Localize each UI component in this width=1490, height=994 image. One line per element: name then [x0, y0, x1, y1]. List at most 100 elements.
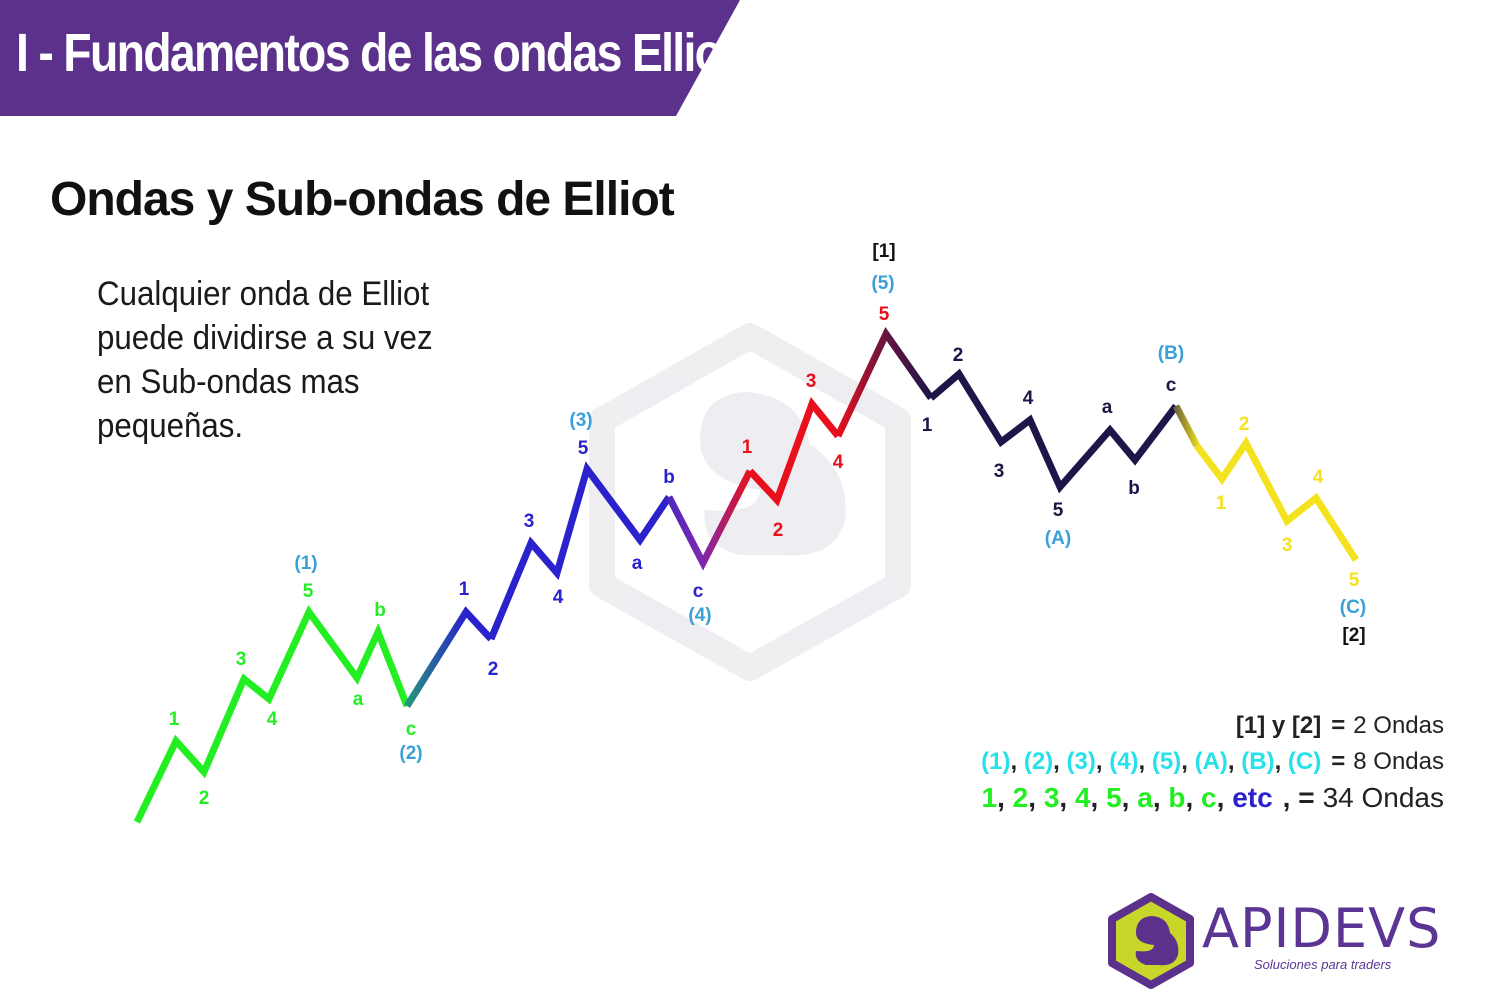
- wave-label: 3: [1282, 535, 1293, 556]
- summary-minor-item: 3: [1043, 782, 1060, 813]
- page-title: I - Fundamentos de las ondas Elliot: [16, 23, 737, 83]
- summary-minor-item: c: [1201, 782, 1217, 813]
- section-subtitle: Ondas y Sub-ondas de Elliot: [50, 173, 675, 226]
- wave-label: (A): [1045, 528, 1071, 549]
- wave-label: c: [406, 719, 417, 740]
- wave-label: 1: [1216, 493, 1227, 514]
- summary-separator: ,: [1090, 782, 1107, 813]
- summary-intermediate-item: (3): [1066, 748, 1096, 775]
- wave-label: 3: [236, 649, 247, 670]
- wave-3-segment: [487, 461, 672, 641]
- wave-label: 1: [169, 709, 180, 730]
- wave-label: 2: [199, 788, 210, 809]
- summary-separator: ,: [1227, 748, 1242, 775]
- wave-count-summary: [1] y [2] = 2 Ondas (1), (2), (3), (4), (5…: [981, 708, 1444, 816]
- summary-separator: ,: [997, 782, 1013, 813]
- wave-label: 4: [1023, 388, 1034, 409]
- wave-label: 2: [1239, 414, 1250, 435]
- summary-separator: ,: [1095, 748, 1110, 775]
- wave-label: 4: [833, 452, 844, 473]
- summary-intermediate-item: (A): [1194, 748, 1228, 775]
- summary-separator: ,: [1185, 782, 1202, 813]
- wave-label: a: [1102, 397, 1113, 418]
- summary-separator: ,: [1053, 748, 1067, 775]
- summary-equals: =: [1331, 748, 1346, 775]
- wave-label: 2: [773, 520, 784, 541]
- summary-intermediate-item: (C): [1287, 748, 1322, 775]
- wave-C-segment: [1194, 436, 1359, 562]
- summary-separator: ,: [1059, 782, 1075, 813]
- summary-minor-item: etc: [1232, 782, 1273, 813]
- banner-shape: [0, 0, 740, 116]
- summary-minor-item: b: [1168, 782, 1186, 813]
- wave-label: (C): [1340, 597, 1366, 618]
- summary-separator: ,: [1181, 748, 1195, 775]
- wave-5-segment: [747, 397, 841, 507]
- wave-label: c: [1166, 375, 1177, 396]
- summary-row-minor: 1, 2, 3, 4, 5, a, b, c, etc , = 34 Ondas: [981, 780, 1444, 816]
- summary-intermediate-item: (2): [1023, 748, 1054, 775]
- summary-minor-item: 5: [1106, 782, 1122, 813]
- summary-row-major: [1] y [2] = 2 Ondas: [981, 708, 1444, 744]
- wave-label: b: [374, 600, 386, 621]
- wave-4-segment: [665, 469, 754, 571]
- wave-1-segment: [133, 605, 411, 824]
- summary-intermediate-total: 8 Ondas: [1353, 748, 1444, 775]
- wave-label: 1: [459, 579, 470, 600]
- wave-label: (1): [294, 553, 317, 574]
- wave-label: b: [1128, 478, 1140, 499]
- wave-label: 1: [922, 415, 933, 436]
- wave-label: a: [353, 689, 364, 710]
- logo-tagline: Soluciones para traders: [1254, 957, 1392, 972]
- wave-label: 2: [488, 659, 499, 680]
- summary-major-label: [1] y [2]: [1235, 712, 1322, 739]
- summary-separator: ,: [1152, 782, 1169, 813]
- summary-minor-item: 4: [1074, 782, 1091, 813]
- summary-minor-total: 34 Ondas: [1322, 782, 1444, 813]
- header-banner: I - Fundamentos de las ondas Elliot: [0, 0, 740, 116]
- wave-5-to-A-transition: [834, 327, 934, 438]
- summary-row-intermediate: (1), (2), (3), (4), (5), (A), (B), (C) = 8…: [981, 744, 1444, 780]
- summary-major-total: 2 Ondas: [1353, 712, 1444, 739]
- wave-label: 4: [267, 709, 278, 730]
- wave-label: b: [663, 467, 675, 488]
- wave-label: 5: [879, 304, 890, 325]
- summary-intermediate-item: (1): [981, 748, 1011, 775]
- summary-separator: ,: [1216, 782, 1233, 813]
- wave-label: 3: [806, 371, 817, 392]
- wave-label: (4): [688, 605, 711, 626]
- wave-label: 4: [1313, 467, 1324, 488]
- wave-label: 3: [524, 511, 535, 532]
- summary-minor-item: 1: [981, 782, 998, 813]
- wave-label: 3: [994, 461, 1005, 482]
- description-text: Cualquier onda de Elliot puede dividirse…: [97, 275, 433, 445]
- wave-label: (B): [1158, 343, 1184, 364]
- wave-label: 5: [578, 438, 589, 459]
- wave-A-B-segment: [928, 368, 1179, 494]
- wave-label: [2]: [1342, 625, 1365, 646]
- summary-separator: ,: [1121, 782, 1138, 813]
- wave-label: (2): [399, 743, 422, 764]
- summary-intermediate-item: (4): [1109, 748, 1139, 775]
- wave-label: 2: [953, 345, 964, 366]
- summary-equals: , =: [1282, 782, 1315, 813]
- wave-label: [1]: [872, 241, 895, 262]
- wave-label: c: [693, 581, 704, 602]
- summary-minor-item: a: [1137, 782, 1153, 813]
- summary-intermediate-item: (5): [1151, 748, 1182, 775]
- summary-minor-item: 2: [1012, 782, 1029, 813]
- summary-separator: ,: [1028, 782, 1044, 813]
- wave-label: a: [632, 553, 643, 574]
- apidevs-logo: APIDEVS Soluciones para traders: [1106, 893, 1486, 989]
- wave-2-to-3-transition: [404, 606, 494, 708]
- summary-intermediate-item: (B): [1241, 748, 1275, 775]
- wave-label: 5: [1053, 500, 1064, 521]
- wave-B-to-C-transition: [1172, 404, 1201, 448]
- summary-separator: ,: [1010, 748, 1024, 775]
- wave-label: 5: [303, 581, 314, 602]
- watermark-logo: [589, 323, 911, 681]
- summary-separator: ,: [1138, 748, 1152, 775]
- summary-equals: =: [1331, 712, 1346, 739]
- wave-label: 1: [742, 437, 753, 458]
